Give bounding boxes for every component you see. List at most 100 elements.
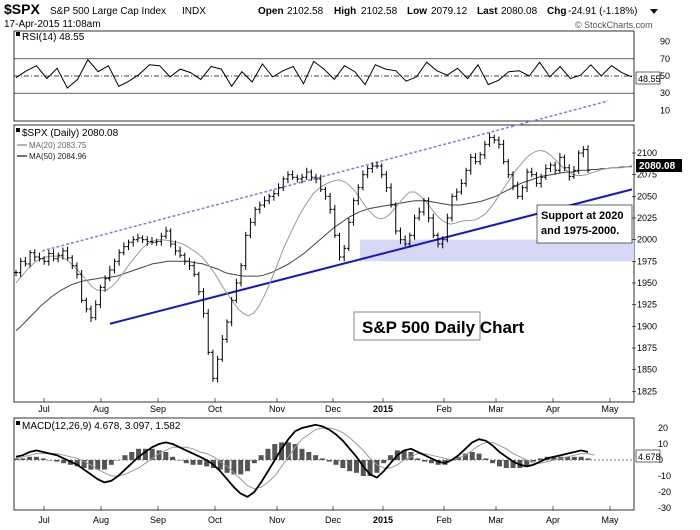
macd-histogram-bar [47,460,53,461]
price-xtick-label: Nov [269,404,286,414]
macd-histogram-bar [251,460,257,464]
rsi-tick-label: 90 [660,37,670,47]
ma20-legend: MA(20) 2083.75 [29,141,87,150]
macd-histogram-bar [245,460,251,472]
macd-value-box [635,449,661,463]
macd-histogram-bar [360,460,366,476]
macd-xtick-label: Apr [546,515,560,525]
macd-histogram-bar [408,452,414,460]
macd-histogram-bar [462,453,468,460]
macd-histogram-bar [74,460,80,467]
symbol: $SPX [4,1,40,17]
macd-histogram-bar [340,460,346,468]
resistance-trendline [41,100,609,252]
macd-histogram-bar [313,455,319,460]
support-annotation-line: and 1975-2000. [541,225,619,237]
watermark: © StockCharts.com [575,20,653,30]
macd-histogram-bar [217,460,223,470]
macd-histogram-bar [149,448,155,460]
index-name: S&P 500 Large Cap Index [50,6,166,17]
last-label: Last [477,6,498,17]
macd-legend: MACD(12,26,9) 4.678, 3.097, 1.582 [22,421,181,432]
macd-histogram-bar [510,460,516,468]
high-label: High [334,6,356,17]
macd-histogram-bar [326,460,332,462]
macd-histogram-bar [469,452,475,460]
macd-xtick-label: Oct [208,515,223,525]
macd-histogram-bar [537,458,543,460]
macd-histogram-bar [54,460,60,462]
macd-histogram-bar [319,458,325,460]
macd-histogram-bar [496,460,502,467]
rsi-tick-label: 50 [660,71,670,81]
macd-histogram-bar [285,442,291,460]
price-tick-label: 1850 [637,365,657,375]
last-value: 2080.08 [501,6,538,17]
macd-tick-label: -30 [658,503,671,513]
chart-title-frame [353,311,481,341]
price-last-value: 2080.08 [639,161,676,172]
macd-histogram-bar [524,460,530,467]
macd-histogram-bar [265,448,271,460]
price-xtick-label: Mar [488,404,504,414]
rsi-line [15,58,633,89]
macd-histogram-bar [163,452,169,460]
price-xtick-label: Aug [93,404,109,414]
open-label: Open [258,6,284,17]
price-xtick-label: Jul [38,404,50,414]
macd-histogram-bar [422,460,428,462]
macd-histogram-bar [347,460,353,472]
macd-histogram-bar [279,442,285,460]
macd-histogram-bar [176,460,182,461]
macd-histogram-bar [122,455,128,460]
macd-histogram-bar [272,444,278,460]
macd-histogram-bar [190,460,196,465]
rsi-legend-marker [16,32,20,36]
support-annotation: Support at 2020 and 1975-2000. [536,204,633,244]
ma50-line [15,165,633,332]
macd-panel: 20 10 0 -10 -20 -30 MACD(12,26,9) 4.678, 3.09… [13,417,671,525]
dropdown-arrow-icon[interactable] [650,9,658,14]
macd-histogram-bar [136,448,142,460]
price-frame [13,124,635,403]
price-xtick-label: Apr [546,404,560,414]
macd-histogram-bar [170,456,176,460]
price-tick-label: 1900 [637,321,657,331]
price-tick-label: 2025 [637,213,657,223]
macd-histogram-bar [578,456,584,460]
high-value: 2102.58 [361,6,398,17]
rsi-tick-label: 70 [660,54,670,64]
macd-legend-marker [16,421,20,425]
macd-xtick-label: Feb [436,515,452,525]
datetime: 17-Apr-2015 11:08am [4,19,101,30]
macd-histogram-bar [142,448,148,460]
macd-histogram-bar [238,460,244,475]
macd-histogram-bar [374,460,380,473]
price-xtick-label: Feb [436,404,452,414]
macd-histogram-bar [102,460,108,470]
macd-signal-line [15,427,595,490]
macd-xtick-label: Sep [150,515,166,525]
macd-histogram-bar [585,458,591,460]
macd-tick-label: -10 [658,471,671,481]
macd-current-value: 4.678 [638,452,661,462]
support-annotation-text: Support at 2020 and 1975-2000. [541,210,624,237]
macd-xtick-label: Jul [38,515,50,525]
chart-title-box: S&P 500 Daily Chart [353,311,525,341]
price-legend: $SPX (Daily) 2080.08 [22,128,119,139]
exchange: INDX [182,6,206,17]
price-tick-label: 2000 [637,235,657,245]
macd-histogram-bar [156,450,162,460]
macd-histogram-bar [95,460,101,470]
rsi-current-value: 48.55 [638,74,661,84]
macd-histogram-bar [333,460,339,465]
price-tick-label: 1875 [637,343,657,353]
macd-tick-label: 10 [658,439,668,449]
macd-histogram-bar [231,460,237,475]
rsi-legend: RSI(14) 48.55 [22,32,85,43]
macd-histogram-bar [388,455,394,460]
price-tick-label: 1975 [637,256,657,266]
macd-histogram-bar [27,456,33,460]
price-tick-label: 1950 [637,278,657,288]
